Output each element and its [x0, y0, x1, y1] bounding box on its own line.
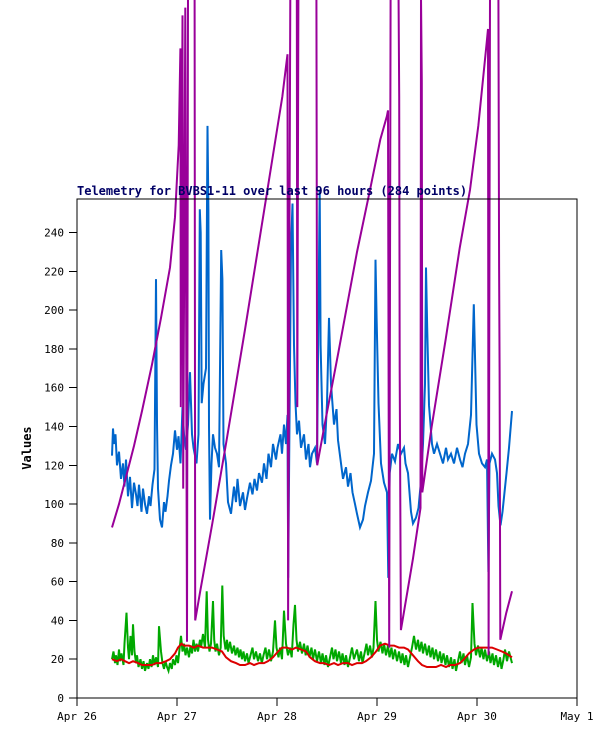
series-purple-sawtooth-line [111, 0, 513, 656]
series-layer [111, 0, 513, 675]
series-blue-telemetry-line [111, 125, 513, 578]
y-tick-label: 80 [51, 537, 64, 550]
y-tick-label: 200 [44, 304, 64, 317]
series-green-telemetry-line [111, 585, 513, 675]
x-tick-label: May 1 [560, 710, 593, 723]
y-tick-label: 140 [44, 421, 64, 434]
x-tick-label: Apr 30 [457, 710, 497, 723]
y-axis-label: Values [20, 426, 34, 469]
x-tick-label: Apr 28 [257, 710, 297, 723]
y-tick-label: 100 [44, 498, 64, 511]
y-tick-label: 120 [44, 459, 64, 472]
series-red-telemetry-line [111, 642, 513, 669]
y-tick-label: 60 [51, 576, 64, 589]
plot-border [76, 198, 578, 699]
chart-title: Telemetry for BVBS1-11 over last 96 hour… [77, 184, 467, 198]
y-tick-label: 180 [44, 343, 64, 356]
x-tick-label: Apr 27 [157, 710, 197, 723]
x-tick-label: Apr 29 [357, 710, 397, 723]
axis-layer: 0 20 40 60 80 100 120 140 160 180 200 220 240 Apr 26 A… [44, 198, 594, 723]
y-tick-label: 240 [44, 227, 64, 240]
y-tick-label: 40 [51, 614, 64, 627]
y-tick-label: 0 [57, 692, 64, 705]
y-tick-label: 220 [44, 265, 64, 278]
x-tick-label: Apr 26 [57, 710, 97, 723]
y-tick-label: 20 [51, 653, 64, 666]
y-tick-label: 160 [44, 382, 64, 395]
